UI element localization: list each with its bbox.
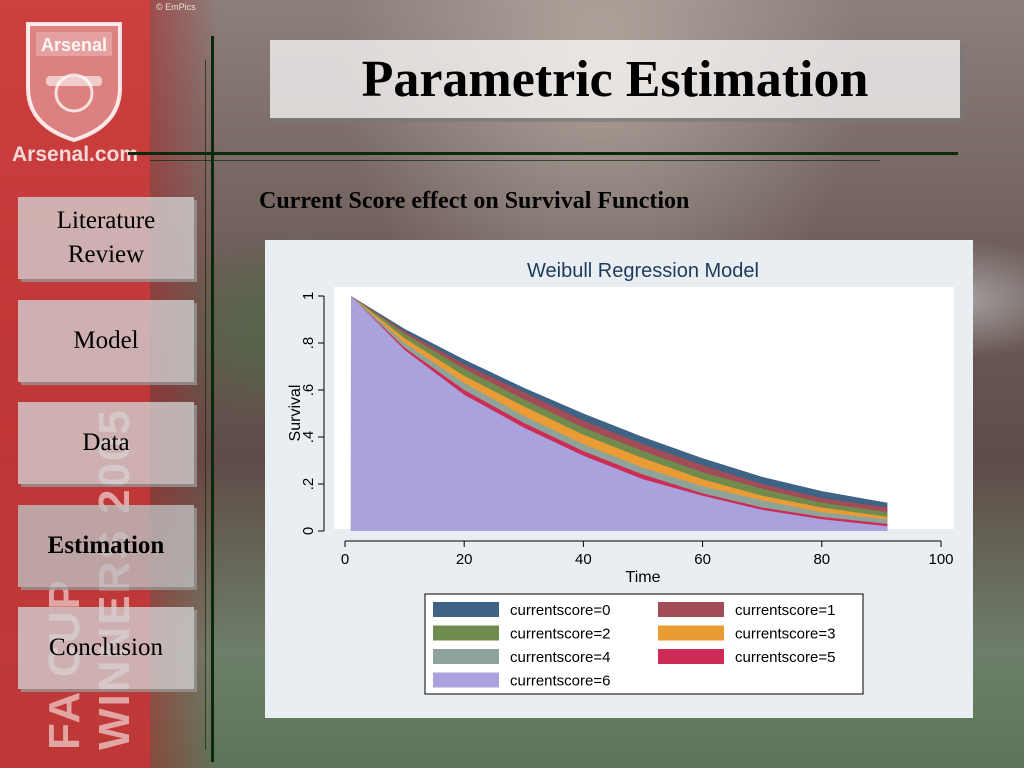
x-tick-label: 100 — [928, 551, 953, 568]
y-tick-label: 1 — [300, 292, 317, 300]
legend-swatch-2 — [433, 625, 499, 641]
photo-credit: © EmPics — [156, 2, 196, 12]
legend-label-0: currentscore=0 — [510, 602, 610, 619]
arsenal-crest-logo: Arsenal — [26, 22, 122, 143]
legend-swatch-0 — [433, 602, 499, 617]
chart-subtitle: Current Score effect on Survival Functio… — [259, 188, 690, 214]
legend-label-4: currentscore=4 — [510, 649, 610, 666]
page-title: Parametric Estimation — [361, 51, 869, 108]
legend: currentscore=0 currentscore=1 currentscore… — [433, 602, 835, 690]
legend-label-6: currentscore=6 — [510, 673, 610, 690]
legend-swatch-6 — [433, 672, 499, 688]
legend-swatch-3 — [658, 625, 724, 641]
y-tick-label: 0 — [300, 527, 317, 535]
nav-item-model[interactable]: Model — [18, 300, 194, 382]
axes: 0 20 40 60 80 100 0 .2 .4 .6 .8 1 — [300, 292, 954, 568]
vertical-divider-thin — [205, 60, 206, 750]
y-tick-label: .4 — [300, 431, 317, 444]
y-tick-label: .6 — [300, 384, 317, 397]
weibull-chart: Weibull Regression Model 0 20 40 60 80 100 0 .2… — [287, 260, 954, 695]
nav-item-label: Data — [82, 429, 130, 456]
crest-name: Arsenal — [41, 35, 107, 55]
x-tick-label: 0 — [341, 551, 349, 568]
chart-panel: Weibull Regression Model 0 20 40 60 80 100 0 .2… — [265, 240, 973, 718]
x-axis-label: Time — [626, 569, 661, 586]
vertical-divider — [211, 36, 214, 762]
nav-item-label: Conclusion — [49, 634, 163, 661]
x-tick-label: 20 — [456, 551, 473, 568]
y-tick-label: .8 — [300, 337, 317, 350]
nav-item-data[interactable]: Data — [18, 402, 194, 484]
legend-swatch-1 — [658, 602, 724, 617]
legend-label-5: currentscore=5 — [735, 649, 835, 666]
survival-areas — [350, 296, 888, 531]
legend-label-1: currentscore=1 — [735, 602, 835, 619]
chart-title: Weibull Regression Model — [527, 260, 759, 282]
horizontal-divider — [128, 152, 958, 155]
legend-label-3: currentscore=3 — [735, 626, 835, 643]
nav-item-estimation[interactable]: Estimation — [18, 505, 194, 587]
series-area-6 — [350, 296, 888, 531]
horizontal-divider-thin — [150, 160, 880, 161]
x-tick-label: 80 — [813, 551, 830, 568]
x-tick-label: 60 — [694, 551, 711, 568]
title-box — [270, 40, 960, 118]
nav-item-label: Literature Review — [56, 207, 156, 268]
legend-swatch-5 — [658, 649, 724, 664]
nav-item-conclusion[interactable]: Conclusion — [18, 607, 194, 689]
legend-label-2: currentscore=2 — [510, 626, 610, 643]
site-name: Arsenal.com — [12, 143, 139, 166]
legend-swatch-4 — [433, 649, 499, 664]
x-tick-label: 40 — [575, 551, 592, 568]
y-tick-label: .2 — [300, 478, 317, 491]
nav-item-label: Estimation — [47, 532, 165, 559]
y-axis-label: Survival — [287, 385, 304, 442]
nav-item-literature-review[interactable]: Literature Review — [18, 197, 194, 279]
nav-item-label: Model — [73, 327, 139, 354]
